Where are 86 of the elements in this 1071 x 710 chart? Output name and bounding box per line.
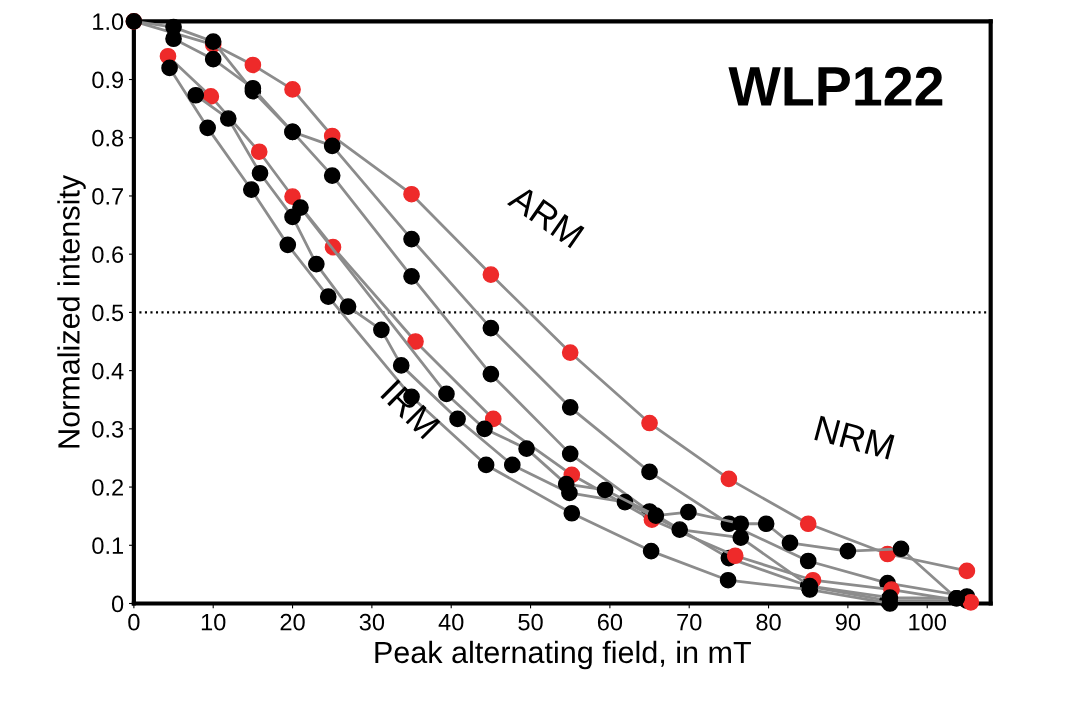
point (503, 456, 521, 474)
point (726, 547, 744, 565)
x-axis-title: Peak alternating field, in mT (375, 640, 751, 670)
point (561, 445, 579, 463)
point (799, 552, 817, 570)
point (250, 143, 268, 161)
point (892, 540, 910, 558)
y-tick-label: 0 (111, 595, 124, 613)
y-tick-label: 0.9 (92, 71, 124, 89)
point (642, 542, 660, 560)
point (392, 357, 410, 374)
point (482, 266, 500, 283)
point (482, 319, 500, 337)
point (284, 81, 301, 98)
x-tick-label: 60 (597, 613, 623, 631)
point (279, 236, 297, 254)
point (962, 594, 980, 611)
point (165, 30, 182, 48)
y-tick-label: 1.0 (93, 13, 124, 31)
y-tick-label: 0.1 (92, 537, 123, 555)
point (958, 562, 976, 580)
point (449, 410, 466, 428)
point (839, 542, 857, 560)
x-tick-label: 100 (909, 613, 946, 631)
y-tick-label: 0.8 (92, 129, 124, 147)
point (641, 463, 658, 481)
point (561, 398, 579, 416)
x-tick-label: 90 (835, 613, 861, 631)
point (204, 50, 222, 68)
point (323, 137, 341, 155)
y-axis-title: Normalized intensity (57, 174, 86, 448)
point (482, 365, 500, 383)
point (732, 515, 750, 533)
point (732, 529, 750, 547)
point (244, 56, 262, 74)
y-tick-label: 0.2 (92, 479, 123, 496)
point (641, 414, 658, 432)
point (251, 164, 269, 182)
x-tick-label: 20 (280, 613, 305, 631)
point (671, 521, 689, 538)
y-tick-label: 0.5 (92, 304, 124, 322)
point (187, 86, 205, 104)
point (757, 515, 775, 533)
point (242, 181, 260, 198)
point (308, 255, 325, 273)
point (563, 504, 581, 522)
point (557, 475, 575, 493)
point (680, 503, 697, 521)
point (720, 470, 738, 488)
point (719, 571, 737, 589)
x-tick-label: 40 (438, 613, 464, 631)
point (403, 185, 420, 203)
point (199, 119, 216, 137)
point (373, 321, 390, 339)
x-tick-label: 50 (518, 613, 543, 631)
point (647, 507, 665, 524)
point (339, 298, 357, 315)
y-tick-label: 0.3 (92, 420, 124, 438)
point (292, 199, 309, 216)
x-tick-label: 70 (677, 613, 702, 631)
x-tick-label: 80 (756, 613, 781, 631)
point (219, 110, 237, 127)
point (323, 167, 341, 184)
text: WLP122 (728, 66, 943, 106)
x-tick-label: 30 (359, 613, 385, 631)
y-tick-label: 0.6 (92, 246, 124, 263)
point (407, 333, 424, 350)
point (477, 456, 495, 474)
point (781, 534, 799, 552)
point (403, 267, 420, 285)
point (202, 88, 220, 105)
point (284, 188, 301, 205)
y-tick-label: 0.7 (92, 188, 123, 205)
x-tick-label: 0 (128, 613, 140, 631)
point (476, 420, 493, 438)
point (799, 515, 817, 533)
annotation: NRM (814, 415, 895, 460)
x-tick-label: 10 (201, 613, 226, 631)
point (596, 481, 614, 499)
point (561, 344, 579, 361)
y-tick-label: 0.4 (92, 362, 124, 380)
point (319, 288, 337, 306)
point (518, 440, 535, 457)
annotation: ARM (506, 183, 585, 249)
point (161, 59, 178, 77)
point (403, 230, 420, 248)
